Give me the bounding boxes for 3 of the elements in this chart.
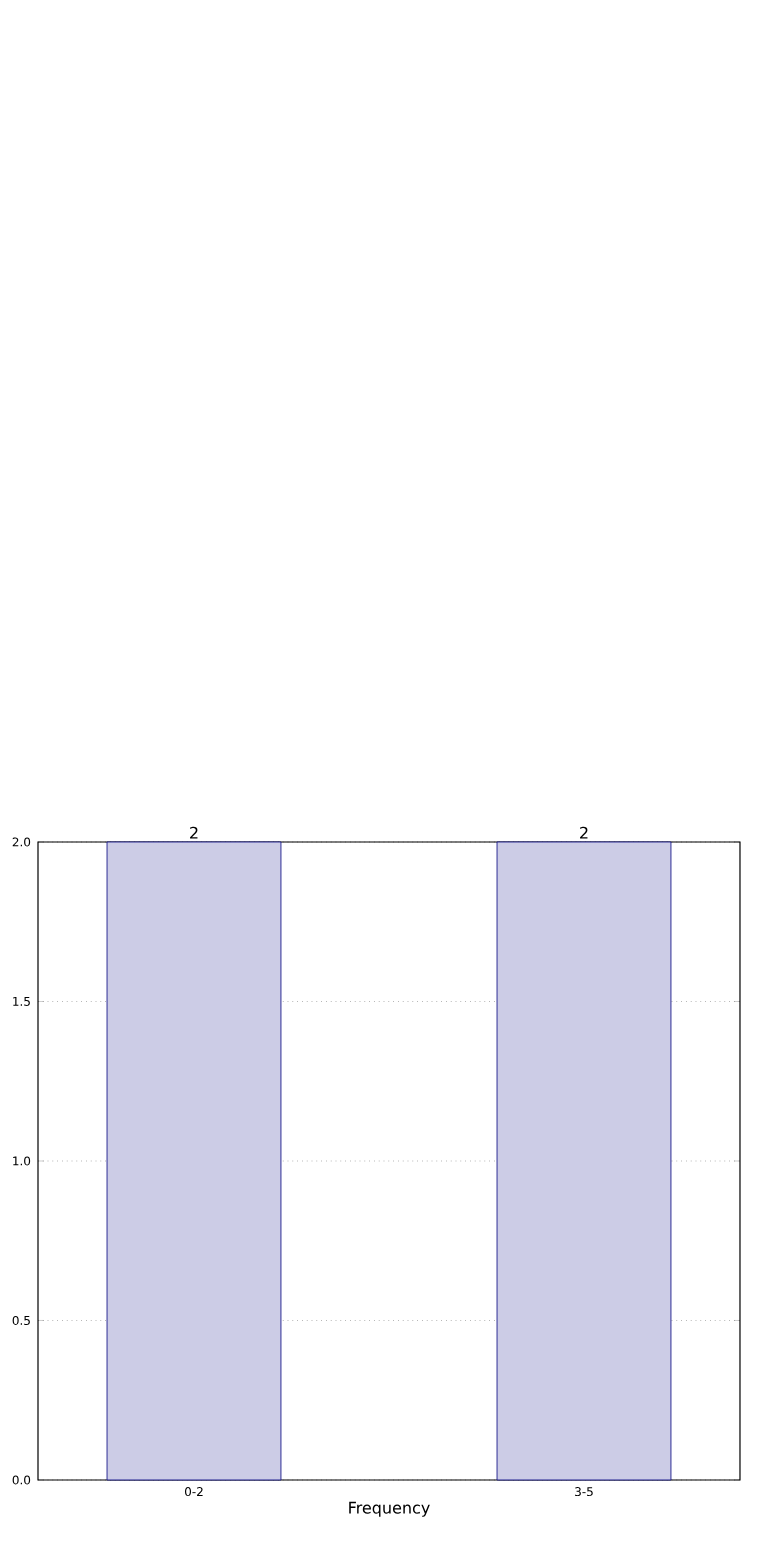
x-axis-title: Frequency xyxy=(349,1501,430,1517)
data-label: 2 xyxy=(190,826,198,839)
data-label: 2 xyxy=(580,826,588,839)
